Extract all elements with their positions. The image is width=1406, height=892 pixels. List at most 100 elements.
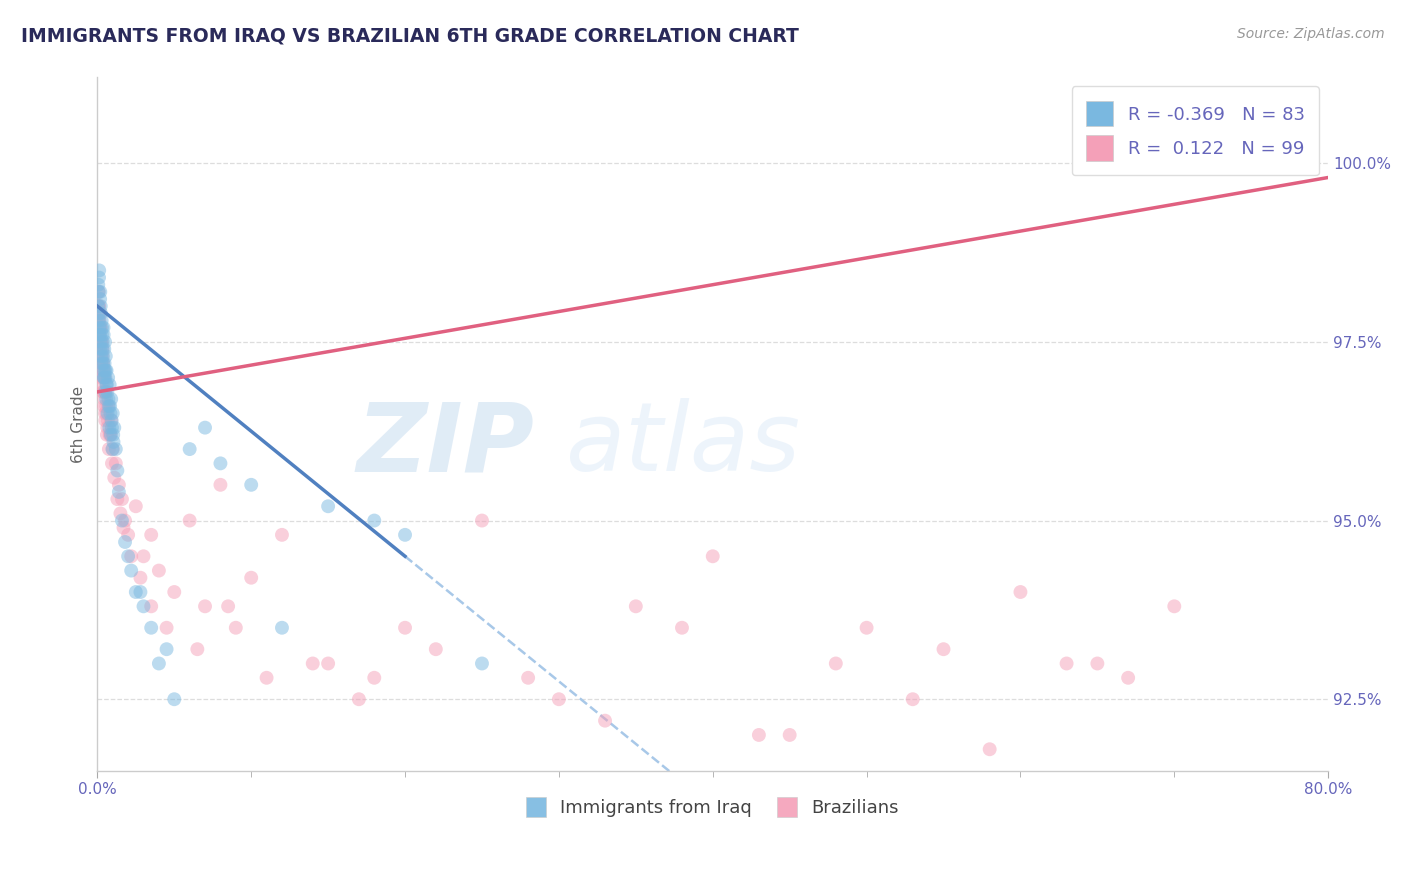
Point xyxy=(89,342,111,356)
Point xyxy=(179,514,201,528)
Point xyxy=(87,277,110,292)
Point xyxy=(89,306,111,320)
Point xyxy=(394,528,416,542)
Point xyxy=(141,621,163,635)
Point xyxy=(93,370,115,384)
Point xyxy=(103,420,125,434)
Point xyxy=(932,642,955,657)
Point xyxy=(87,327,110,342)
Text: IMMIGRANTS FROM IRAQ VS BRAZILIAN 6TH GRADE CORRELATION CHART: IMMIGRANTS FROM IRAQ VS BRAZILIAN 6TH GR… xyxy=(21,27,799,45)
Point xyxy=(101,442,124,456)
Point xyxy=(100,427,122,442)
Point xyxy=(87,285,110,299)
Point xyxy=(120,564,142,578)
Point xyxy=(129,585,152,599)
Point xyxy=(87,334,110,349)
Point xyxy=(91,356,114,370)
Point xyxy=(91,384,114,399)
Point xyxy=(155,621,177,635)
Point xyxy=(316,500,339,514)
Point xyxy=(91,377,114,392)
Point xyxy=(105,463,128,477)
Point xyxy=(87,299,110,313)
Point xyxy=(98,399,121,413)
Point xyxy=(141,528,163,542)
Point xyxy=(90,363,112,377)
Point xyxy=(89,320,111,334)
Point xyxy=(90,299,112,313)
Point xyxy=(96,406,118,420)
Point xyxy=(93,370,115,384)
Point xyxy=(125,585,148,599)
Text: ZIP: ZIP xyxy=(356,399,534,491)
Text: atlas: atlas xyxy=(565,399,800,491)
Point xyxy=(87,270,110,285)
Point xyxy=(94,370,117,384)
Point xyxy=(89,320,111,334)
Point xyxy=(96,377,118,392)
Point xyxy=(120,549,142,564)
Point xyxy=(117,549,139,564)
Point xyxy=(101,420,124,434)
Point xyxy=(89,349,111,363)
Point xyxy=(94,384,117,399)
Point xyxy=(347,692,370,706)
Point xyxy=(624,599,647,614)
Point xyxy=(98,427,121,442)
Point xyxy=(90,306,112,320)
Point xyxy=(103,471,125,485)
Point xyxy=(93,342,115,356)
Point xyxy=(96,363,118,377)
Point xyxy=(89,313,111,327)
Point xyxy=(97,413,120,427)
Point xyxy=(111,492,134,507)
Point xyxy=(104,442,127,456)
Point xyxy=(114,514,136,528)
Point xyxy=(103,434,125,449)
Point xyxy=(240,571,263,585)
Point xyxy=(90,320,112,334)
Point xyxy=(91,342,114,356)
Point xyxy=(132,549,155,564)
Point xyxy=(163,692,186,706)
Point xyxy=(100,413,122,427)
Point xyxy=(110,507,132,521)
Point xyxy=(194,599,217,614)
Point xyxy=(105,492,128,507)
Point xyxy=(89,334,111,349)
Point xyxy=(93,384,115,399)
Point xyxy=(101,442,124,456)
Point xyxy=(91,356,114,370)
Point xyxy=(87,299,110,313)
Point xyxy=(97,399,120,413)
Point xyxy=(91,349,114,363)
Point xyxy=(108,478,131,492)
Point xyxy=(471,514,494,528)
Point xyxy=(93,392,115,406)
Point xyxy=(90,334,112,349)
Point xyxy=(94,392,117,406)
Point xyxy=(93,370,115,384)
Point xyxy=(94,349,117,363)
Point xyxy=(225,621,247,635)
Point xyxy=(90,313,112,327)
Point xyxy=(271,621,294,635)
Point xyxy=(96,420,118,434)
Point xyxy=(104,456,127,470)
Point xyxy=(94,413,117,427)
Point xyxy=(100,427,122,442)
Point xyxy=(94,334,117,349)
Point xyxy=(316,657,339,671)
Point xyxy=(93,356,115,370)
Point xyxy=(141,599,163,614)
Point xyxy=(179,442,201,456)
Point xyxy=(271,528,294,542)
Point xyxy=(89,327,111,342)
Point xyxy=(90,356,112,370)
Point xyxy=(112,521,135,535)
Point xyxy=(93,363,115,377)
Point xyxy=(593,714,616,728)
Point xyxy=(111,514,134,528)
Point xyxy=(132,599,155,614)
Point xyxy=(93,363,115,377)
